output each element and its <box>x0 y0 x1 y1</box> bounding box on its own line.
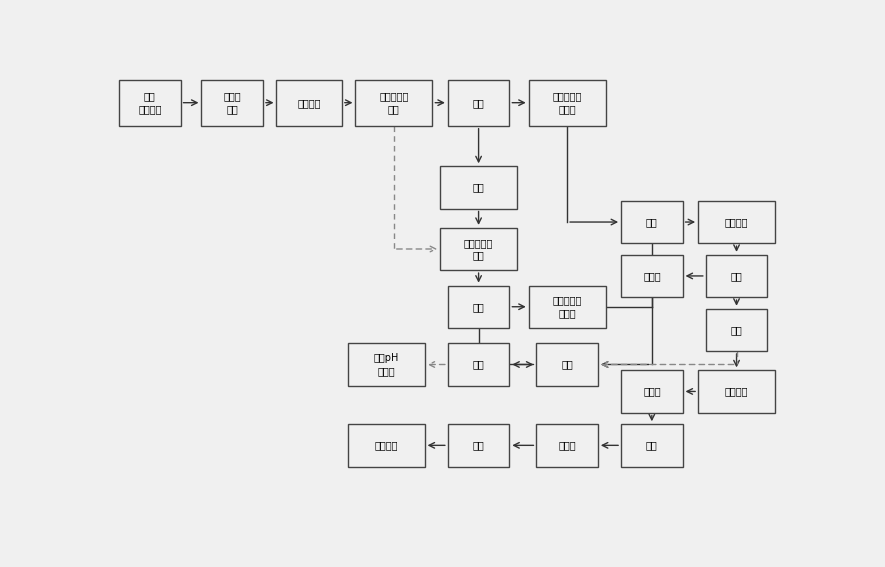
Text: 亚临界
脱油: 亚临界 脱油 <box>223 91 241 114</box>
Text: 沉淀: 沉淀 <box>473 183 484 192</box>
Text: 加酸沉淀: 加酸沉淀 <box>725 217 749 227</box>
Text: 离心: 离心 <box>731 271 743 281</box>
Text: 过滤: 过滤 <box>473 359 484 370</box>
Text: 调整pH
与浓度: 调整pH 与浓度 <box>373 353 399 376</box>
FancyBboxPatch shape <box>348 343 425 386</box>
Text: 沉淀: 沉淀 <box>731 325 743 335</box>
FancyBboxPatch shape <box>528 79 605 126</box>
FancyBboxPatch shape <box>705 308 767 351</box>
FancyBboxPatch shape <box>621 370 682 413</box>
FancyBboxPatch shape <box>356 79 433 126</box>
FancyBboxPatch shape <box>705 255 767 297</box>
Text: 透过液: 透过液 <box>643 387 660 396</box>
FancyBboxPatch shape <box>276 79 342 126</box>
FancyBboxPatch shape <box>528 286 605 328</box>
Text: 合并: 合并 <box>646 217 658 227</box>
FancyBboxPatch shape <box>621 255 682 297</box>
FancyBboxPatch shape <box>536 343 598 386</box>
FancyBboxPatch shape <box>621 201 682 243</box>
Text: 超声波辅助
碱提: 超声波辅助 碱提 <box>464 238 493 260</box>
FancyBboxPatch shape <box>536 424 598 467</box>
FancyBboxPatch shape <box>448 424 510 467</box>
FancyBboxPatch shape <box>448 286 510 328</box>
Text: 上清液: 上清液 <box>643 271 660 281</box>
FancyBboxPatch shape <box>119 79 181 126</box>
Text: 第一次提取
上清液: 第一次提取 上清液 <box>552 91 581 114</box>
FancyBboxPatch shape <box>348 424 425 467</box>
FancyBboxPatch shape <box>698 201 775 243</box>
Text: 合并: 合并 <box>561 359 573 370</box>
FancyBboxPatch shape <box>440 166 517 209</box>
FancyBboxPatch shape <box>448 79 510 126</box>
Text: 中和溶解: 中和溶解 <box>725 387 749 396</box>
Text: 第二次提取
上清液: 第二次提取 上清液 <box>552 295 581 318</box>
Text: 离心: 离心 <box>473 98 484 108</box>
Text: 粉碎除杂: 粉碎除杂 <box>297 98 321 108</box>
FancyBboxPatch shape <box>621 424 682 467</box>
Text: 超滤: 超滤 <box>646 441 658 450</box>
Text: 超声波辅助
碱提: 超声波辅助 碱提 <box>379 91 409 114</box>
Text: 冷榨
芝麻饼粕: 冷榨 芝麻饼粕 <box>138 91 162 114</box>
Text: 干燥: 干燥 <box>473 441 484 450</box>
FancyBboxPatch shape <box>202 79 263 126</box>
Text: 芝麻蛋白: 芝麻蛋白 <box>374 441 398 450</box>
Text: 离心: 离心 <box>473 302 484 312</box>
FancyBboxPatch shape <box>440 228 517 270</box>
FancyBboxPatch shape <box>698 370 775 413</box>
FancyBboxPatch shape <box>448 343 510 386</box>
Text: 浓缩液: 浓缩液 <box>558 441 576 450</box>
